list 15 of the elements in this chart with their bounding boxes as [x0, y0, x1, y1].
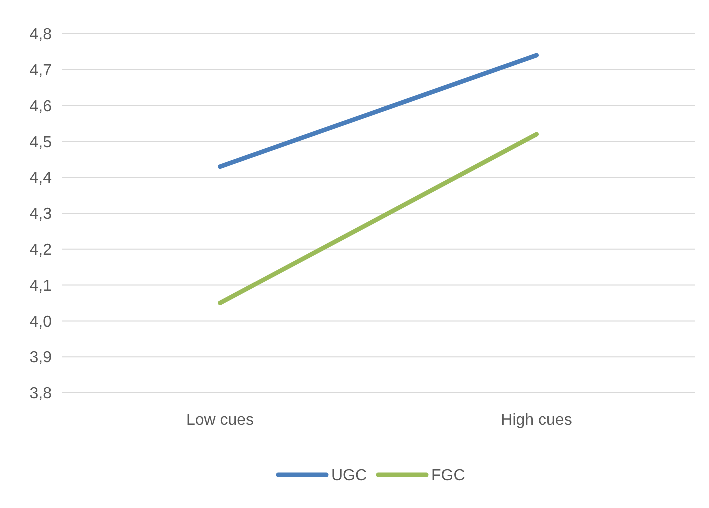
y-tick-label: 4,2 [30, 242, 52, 259]
y-tick-label: 4,5 [30, 134, 52, 152]
y-tick-label: 4,4 [30, 170, 52, 188]
y-tick-label: 4,1 [30, 278, 52, 295]
y-tick-label: 3,8 [30, 386, 52, 403]
legend-label: UGC [332, 468, 368, 485]
y-tick-label: 4,3 [30, 206, 52, 224]
y-tick-label: 3,9 [30, 350, 52, 367]
y-tick-label: 4,8 [30, 26, 52, 44]
legend-label: FGC [432, 468, 466, 485]
x-tick-label: Low cues [186, 412, 254, 429]
y-tick-label: 4,0 [30, 314, 52, 331]
y-tick-label: 4,7 [30, 62, 52, 80]
y-tick-label: 4,6 [30, 98, 52, 116]
x-tick-label: High cues [501, 412, 572, 429]
